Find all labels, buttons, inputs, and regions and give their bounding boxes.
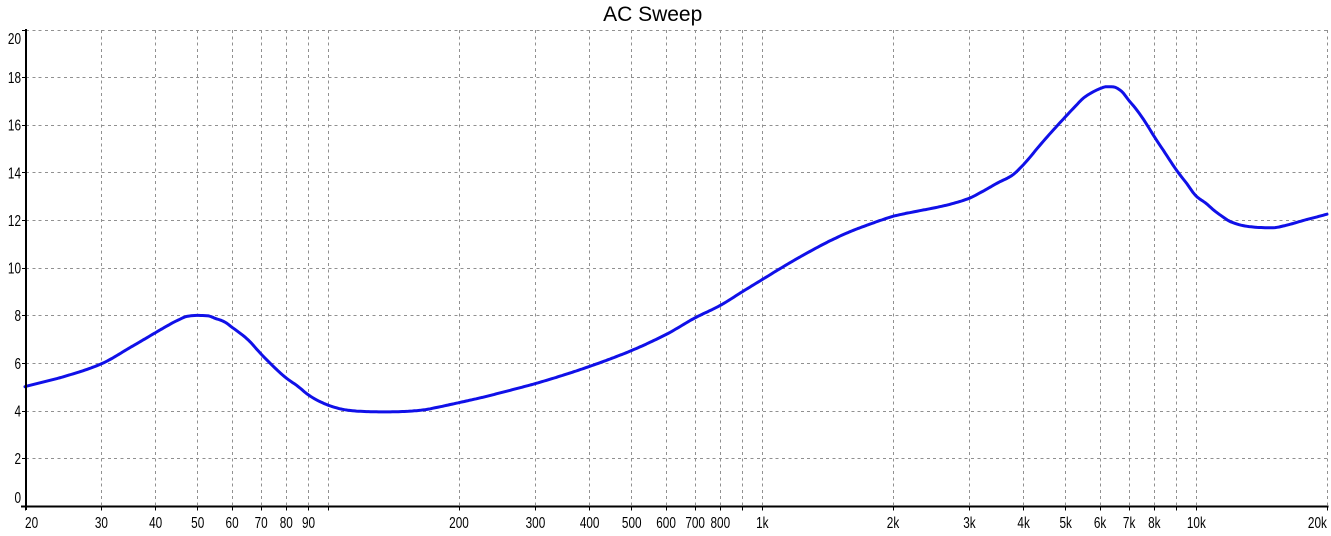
- svg-text:4k: 4k: [1017, 514, 1030, 531]
- svg-text:20: 20: [8, 30, 21, 47]
- svg-text:0: 0: [14, 489, 21, 506]
- svg-text:80: 80: [280, 514, 293, 531]
- svg-text:20: 20: [25, 514, 38, 531]
- svg-text:14: 14: [8, 165, 21, 182]
- svg-text:7k: 7k: [1123, 514, 1136, 531]
- svg-text:70: 70: [255, 514, 268, 531]
- svg-text:10: 10: [8, 260, 21, 277]
- svg-text:40: 40: [149, 514, 162, 531]
- svg-text:8k: 8k: [1148, 514, 1161, 531]
- svg-text:10k: 10k: [1187, 514, 1206, 531]
- svg-text:50: 50: [191, 514, 204, 531]
- svg-text:16: 16: [8, 117, 21, 134]
- svg-text:800: 800: [710, 514, 730, 531]
- svg-text:200: 200: [449, 514, 469, 531]
- svg-text:4: 4: [14, 403, 21, 420]
- svg-text:600: 600: [656, 514, 676, 531]
- svg-text:12: 12: [8, 212, 21, 229]
- svg-text:8: 8: [14, 308, 21, 325]
- svg-text:1k: 1k: [756, 514, 769, 531]
- svg-text:6k: 6k: [1094, 514, 1107, 531]
- svg-text:300: 300: [526, 514, 546, 531]
- svg-text:60: 60: [226, 514, 239, 531]
- svg-text:90: 90: [302, 514, 315, 531]
- svg-text:6: 6: [14, 355, 21, 372]
- svg-text:18: 18: [8, 69, 21, 86]
- svg-text:3k: 3k: [963, 514, 976, 531]
- svg-text:700: 700: [685, 514, 705, 531]
- svg-text:2k: 2k: [887, 514, 900, 531]
- svg-text:2: 2: [14, 451, 21, 468]
- svg-text:5k: 5k: [1059, 514, 1072, 531]
- svg-text:30: 30: [95, 514, 108, 531]
- svg-text:20k: 20k: [1308, 514, 1327, 531]
- svg-text:AC Sweep: AC Sweep: [603, 3, 702, 26]
- svg-text:500: 500: [622, 514, 642, 531]
- svg-text:400: 400: [580, 514, 600, 531]
